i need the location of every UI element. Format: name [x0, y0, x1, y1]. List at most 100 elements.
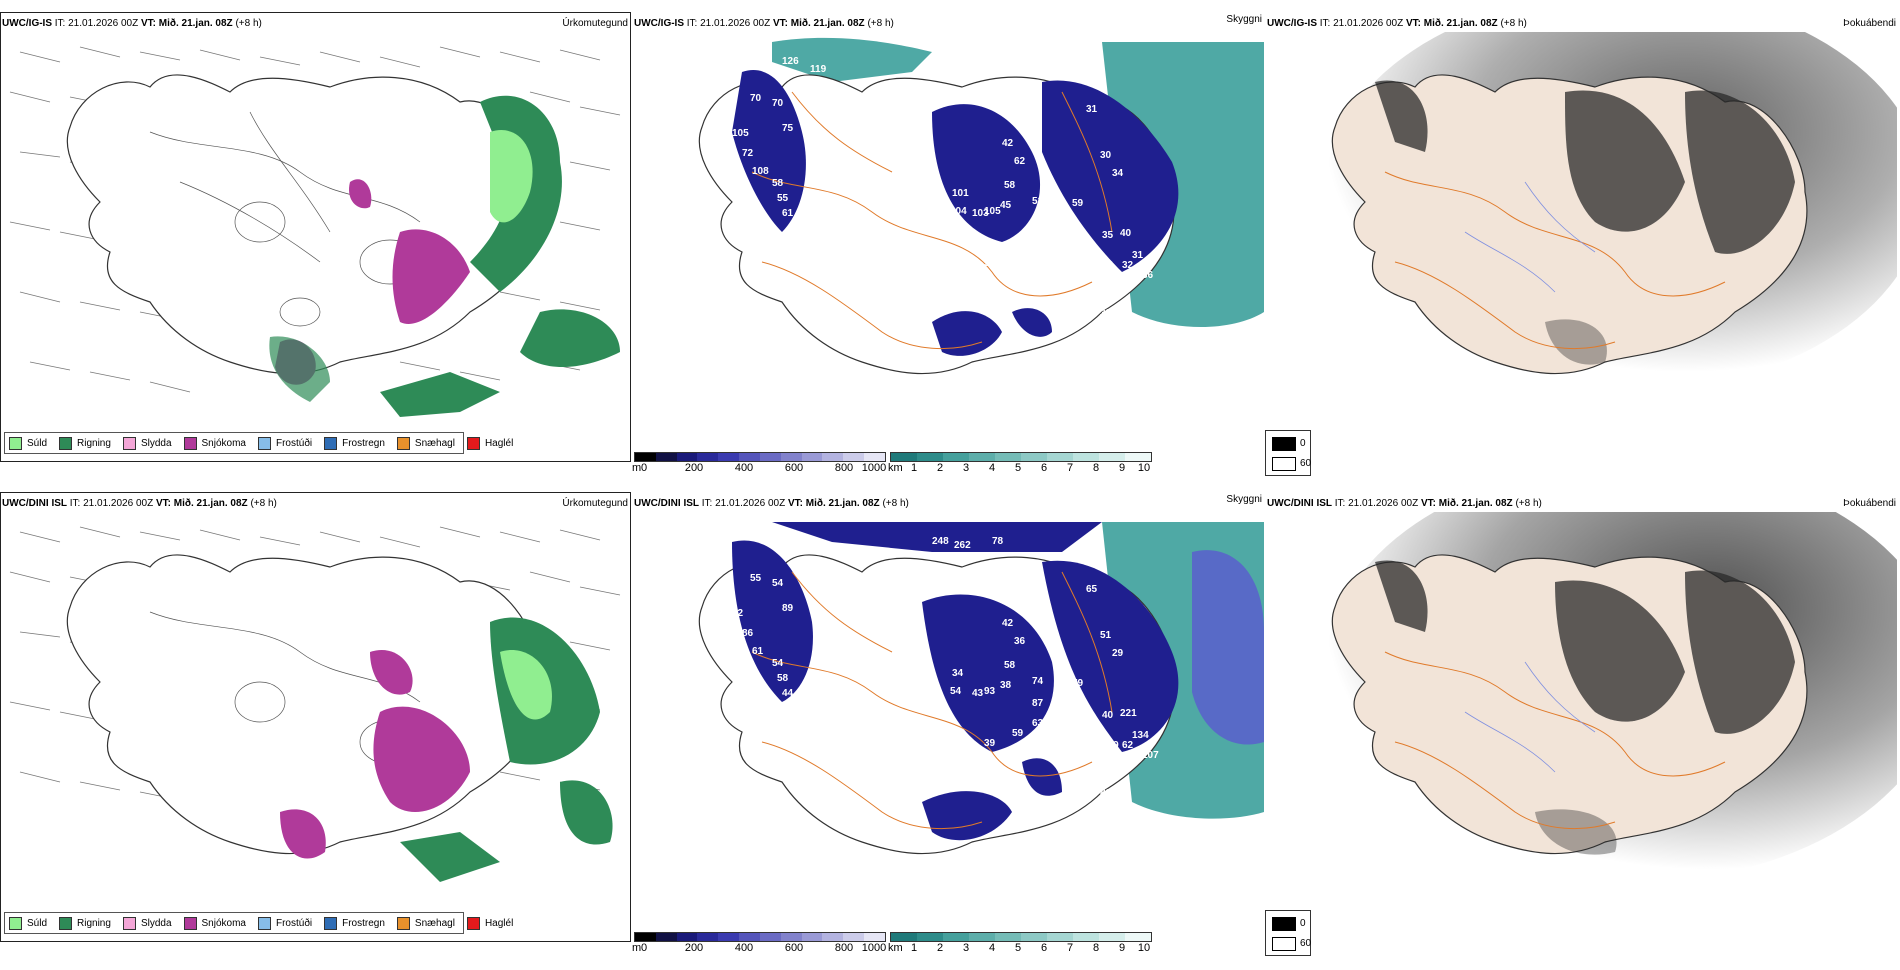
height-color-step — [676, 933, 698, 941]
height-color-step — [739, 933, 760, 941]
panel-header: UWC/IG-IS IT: 21.01.2026 00Z VT: Mið. 21… — [634, 18, 894, 29]
legend-item-frostudi: Frostúði — [257, 916, 312, 930]
visibility-color-step — [1021, 453, 1047, 461]
legend-item-sudl: Súld — [9, 436, 47, 450]
visibility-value-label: 53 — [1032, 238, 1044, 249]
visibility-value-label: 41 — [1090, 330, 1102, 341]
height-tick: 800 — [834, 942, 854, 954]
visibility-color-step — [943, 453, 969, 461]
visibility-value-label: 31 — [1132, 250, 1144, 261]
legend-swatch — [183, 916, 197, 930]
model-name: UWC/IG-IS — [1267, 18, 1317, 29]
height-color-step — [697, 453, 719, 461]
legend-label: Snjókoma — [201, 437, 246, 449]
visibility-value-label: 190 — [782, 536, 799, 547]
visibility-unit: km — [888, 462, 903, 474]
visibility-value-label: 29 — [1102, 286, 1114, 297]
visibility-tick: 7 — [1066, 942, 1074, 954]
height-unit: m — [632, 942, 642, 954]
visibility-value-label: 51 — [1100, 630, 1112, 641]
visibility-tick: 5 — [1014, 942, 1022, 954]
init-time: IT: 21.01.2026 00Z — [686, 18, 771, 29]
panel-title: Þokuábendi — [1843, 18, 1896, 29]
model-name: UWC/DINI ISL — [634, 498, 699, 509]
legend-item-snjokoma: Snjókoma — [183, 916, 246, 930]
visibility-value-label: 75 — [782, 123, 794, 134]
legend-item-rigning: Rigning — [59, 436, 111, 450]
visibility-value-label: 60 — [932, 268, 944, 279]
height-color-step — [864, 453, 885, 461]
visibility-value-label: 21 — [962, 758, 974, 769]
visibility-value-label: 126 — [782, 56, 799, 67]
visibility-value-label: 58 — [972, 88, 984, 99]
panel-title: Úrkomutegund — [562, 498, 628, 509]
height-color-step — [780, 933, 802, 941]
fog-legend-dark-label: 0 — [1300, 918, 1306, 929]
visibility-value-label: 47 — [1032, 218, 1044, 229]
height-color-step — [635, 453, 656, 461]
precip-type-panel: UWC/IG-IS IT: 21.01.2026 00Z VT: Mið. 21… — [0, 12, 632, 478]
visibility-tick: 10 — [1137, 462, 1151, 474]
visibility-tick: 6 — [1040, 942, 1048, 954]
legend-swatch — [257, 436, 271, 450]
visibility-value-label: 49 — [992, 768, 1004, 779]
visibility-value-label: 38 — [1072, 344, 1084, 355]
visibility-color-step — [1125, 453, 1151, 461]
height-tick: 0 — [640, 462, 648, 474]
panel-title: Skyggni — [1226, 494, 1262, 505]
panel-header: UWC/DINI ISL IT: 21.01.2026 00Z VT: Mið.… — [2, 498, 277, 509]
legend-item-slydda: Slydda — [122, 436, 172, 450]
lead-time: (+8 h) — [1515, 498, 1542, 509]
visibility-value-label: 39 — [902, 758, 914, 769]
visibility-color-step — [1099, 933, 1125, 941]
panel-frame — [0, 492, 631, 942]
iceland-outline — [1331, 554, 1808, 855]
legend-swatch — [59, 916, 73, 930]
visibility-value-label: 105 — [732, 128, 749, 139]
model-name: UWC/IG-IS — [2, 18, 52, 29]
visibility-tick: 9 — [1118, 942, 1126, 954]
valid-time: VT: Mið. 21.jan. 08Z — [155, 498, 248, 509]
visibility-value-label: 99 — [944, 74, 956, 85]
visibility-tick: 2 — [936, 462, 944, 474]
visibility-value-label: 54 — [1002, 588, 1014, 599]
visibility-value-label: 55 — [984, 258, 996, 269]
legend-swatch — [59, 436, 73, 450]
visibility-value-label: 42 — [1002, 108, 1014, 119]
fog-map — [1265, 32, 1897, 442]
valid-time: VT: Mið. 21.jan. 08Z — [787, 498, 880, 509]
visibility-values: 248 190 96 248 262 78 45 193 54 55 54 89 76 62 86 61 54 5… — [732, 528, 1159, 884]
init-time: IT: 21.01.2026 00Z — [1334, 498, 1419, 509]
legend-label: Rigning — [77, 917, 111, 929]
visibility-value-label: 87 — [1032, 698, 1044, 709]
visibility-value-label: 89 — [782, 603, 794, 614]
visibility-color-step — [1099, 453, 1125, 461]
legend-item-frostregn: Frostregn — [324, 436, 385, 450]
visibility-panel: UWC/IG-IS IT: 21.01.2026 00Z VT: Mið. 21… — [632, 12, 1264, 478]
precip-map — [9, 526, 621, 882]
legend-swatch — [466, 916, 480, 930]
visibility-value-label: 32 — [1122, 260, 1134, 271]
visibility-color-step — [995, 453, 1021, 461]
visibility-value-label: 72 — [742, 148, 754, 159]
legend-item-rigning: Rigning — [59, 916, 111, 930]
visibility-value-label: 193 — [972, 568, 989, 579]
height-colorbar: m 0 200 400 600 800 1000 — [632, 452, 886, 482]
visibility-value-label: 54 — [772, 658, 784, 669]
visibility-value-label: 41 — [1012, 248, 1024, 259]
visibility-value-label: 35 — [1102, 230, 1114, 241]
visibility-color-step — [917, 453, 943, 461]
visibility-value-label: 56 — [992, 288, 1004, 299]
visibility-tick: 5 — [1014, 462, 1022, 474]
height-tick: 800 — [834, 462, 854, 474]
legend-item-haglel: Haglél — [466, 916, 513, 930]
fog-swatch-dark — [1272, 437, 1296, 451]
legend-swatch — [257, 916, 271, 930]
visibility-tick: 3 — [962, 942, 970, 954]
low-visibility-areas — [732, 70, 1179, 356]
visibility-value-label: 36 — [1142, 270, 1154, 281]
visibility-value-label: 119 — [810, 64, 827, 75]
visibility-value-label: 62 — [1014, 156, 1026, 167]
legend-label: Snæhagl — [414, 437, 455, 449]
panel-header: UWC/DINI ISL IT: 21.01.2026 00Z VT: Mið.… — [1267, 498, 1542, 509]
